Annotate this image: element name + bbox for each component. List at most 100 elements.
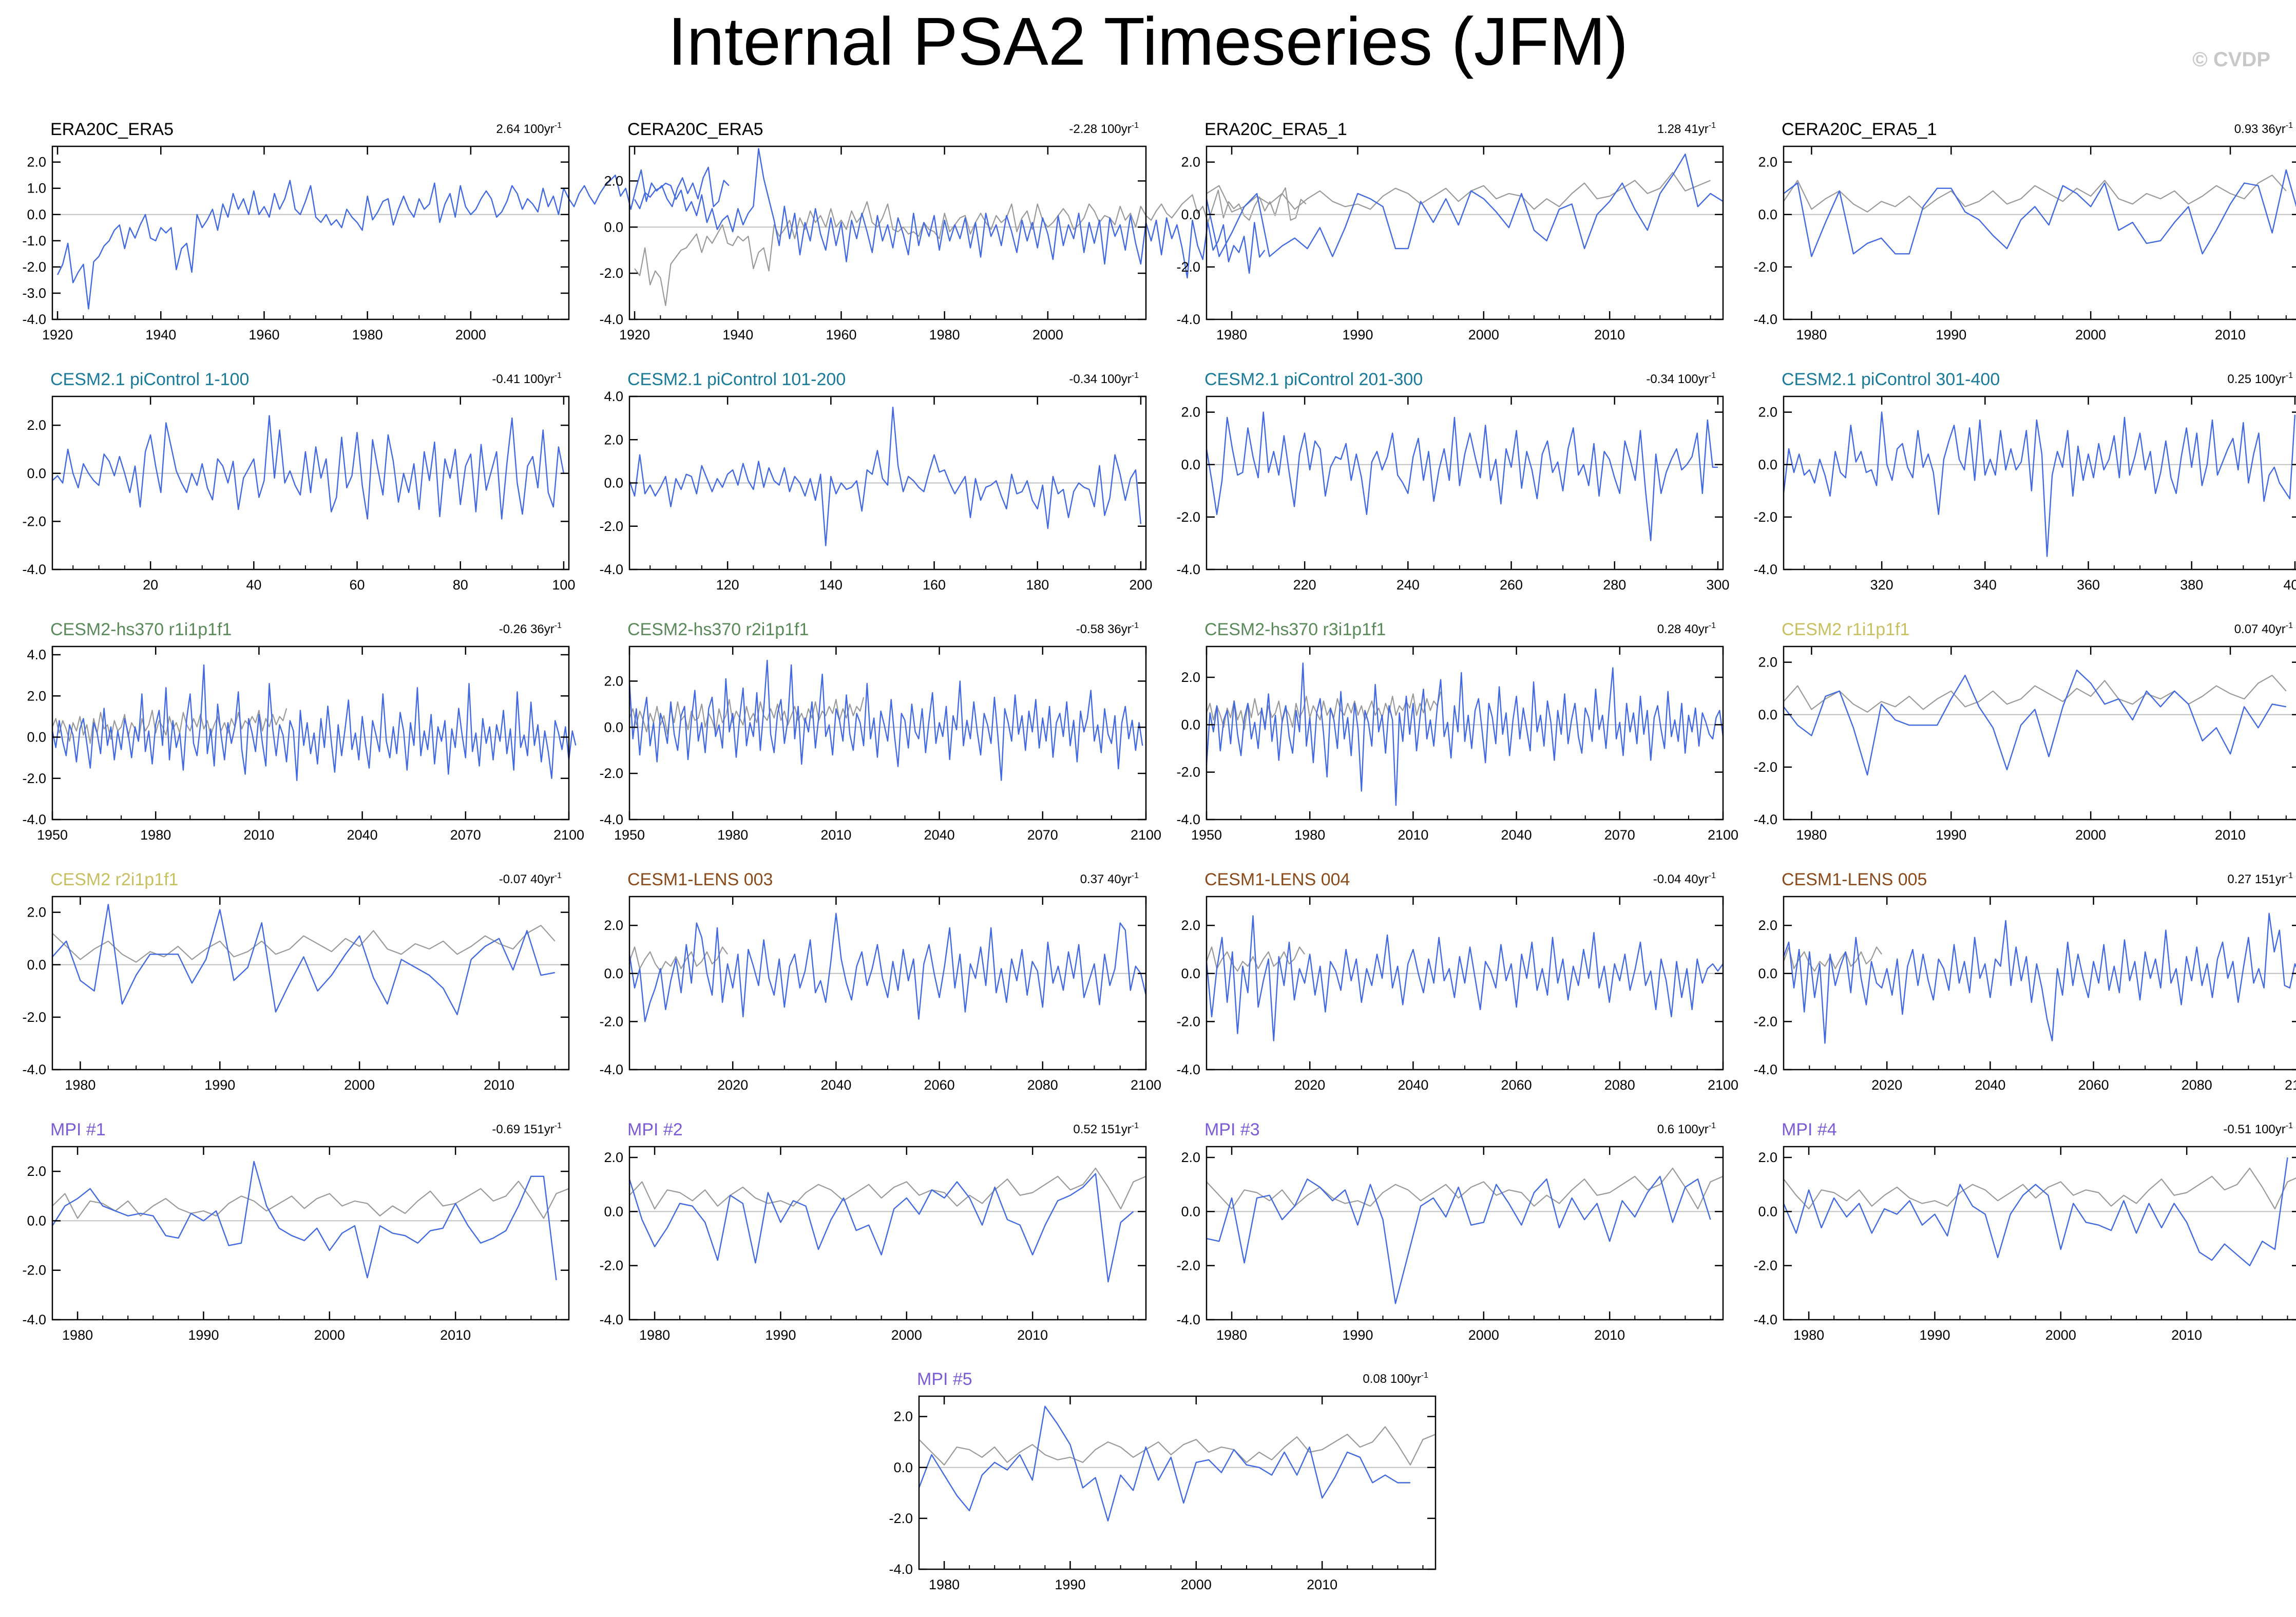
y-tick-label: -4.0 xyxy=(22,312,46,327)
plot-frame xyxy=(628,896,1147,1071)
x-tick-label: 2080 xyxy=(1027,1077,1058,1093)
y-tick-label: 2.0 xyxy=(1758,655,1777,670)
panel-title: CESM2.1 piControl 101-200 xyxy=(627,370,846,389)
model-series-line xyxy=(628,1173,1134,1283)
x-tick-label: 2040 xyxy=(820,1077,851,1093)
y-tick-label: 2.0 xyxy=(27,1164,46,1179)
panel-title: CESM2.1 piControl 201-300 xyxy=(1204,370,1423,389)
x-tick-label: 1980 xyxy=(62,1327,93,1343)
y-tick-label: -4.0 xyxy=(22,812,46,827)
y-tick-label: 0.0 xyxy=(1758,207,1777,222)
y-tick-label: 0.0 xyxy=(27,1213,46,1228)
panel-title: MPI #1 xyxy=(50,1120,106,1139)
panel-title: CESM1-LENS 003 xyxy=(627,870,773,889)
panel-title: MPI #2 xyxy=(627,1120,683,1139)
model-series-line xyxy=(52,415,565,520)
plot-frame xyxy=(1783,395,2296,570)
x-tick-label: 2100 xyxy=(1708,827,1738,843)
y-tick-label: 2.0 xyxy=(1181,1150,1200,1165)
y-tick-label: -2.0 xyxy=(599,766,623,781)
x-tick-label: 1980 xyxy=(929,327,960,343)
model-series-line xyxy=(1783,1157,2288,1266)
x-tick-label: 2000 xyxy=(891,1327,922,1343)
panel-title: ERA20C_ERA5_1 xyxy=(1204,120,1347,139)
y-tick-label: 0.0 xyxy=(27,207,46,222)
plot-frame xyxy=(51,645,570,821)
obs-series-line xyxy=(52,1181,569,1219)
y-tick-label: 0.0 xyxy=(1181,717,1200,732)
obs-series-line xyxy=(1206,1168,1724,1210)
panel-cesm2-1-picontrol-301-400: CESM2.1 piControl 301-400 0.25 100yr-1 -4.… xyxy=(1753,370,2296,593)
y-tick-label: 0.0 xyxy=(1758,966,1777,981)
panel-title: CESM2-hs370 r2i1p1f1 xyxy=(627,620,809,639)
plot-frame xyxy=(628,145,1147,320)
x-tick-label: 2040 xyxy=(1398,1077,1428,1093)
y-tick-label: -4.0 xyxy=(1753,1312,1777,1327)
y-tick-label: -2.0 xyxy=(1753,1014,1777,1029)
panel-trend: 0.07 40yr-1 xyxy=(2234,621,2293,636)
x-tick-label: 1940 xyxy=(145,327,176,343)
x-tick-label: 1990 xyxy=(1936,327,1966,343)
x-tick-label: 1960 xyxy=(826,327,856,343)
panel-cesm2-r2i1p1f1: CESM2 r2i1p1f1 -0.07 40yr-1 -4.0 -2.0 0.0 2.0… xyxy=(22,870,570,1093)
plot-frame xyxy=(628,1146,1147,1321)
panel-mpi-2: MPI #2 0.52 151yr-1 -4.0 -2.0 0.0 2.0 1980 1990… xyxy=(599,1120,1147,1343)
y-tick-label: 0.0 xyxy=(604,719,623,735)
y-tick-label: -4.0 xyxy=(22,1062,46,1077)
x-tick-label: 2020 xyxy=(1294,1077,1325,1093)
x-tick-label: 2010 xyxy=(2215,827,2246,843)
obs-series-line xyxy=(629,1168,1146,1210)
panel-trend: -0.51 100yr-1 xyxy=(2223,1121,2293,1136)
y-tick-label: 2.0 xyxy=(1758,155,1777,170)
panel-trend: -0.07 40yr-1 xyxy=(499,871,562,886)
panel-trend: 0.52 151yr-1 xyxy=(1073,1121,1139,1136)
x-tick-label: 1990 xyxy=(1055,1577,1085,1592)
panel-trend: -2.28 100yr-1 xyxy=(1069,121,1139,136)
y-tick-label: -2.0 xyxy=(1176,509,1200,525)
x-tick-label: 2100 xyxy=(1131,1077,1161,1093)
y-tick-label: 0.0 xyxy=(27,957,46,973)
x-tick-label: 2000 xyxy=(2075,827,2106,843)
y-tick-label: -4.0 xyxy=(599,1312,623,1327)
x-tick-label: 20 xyxy=(143,577,158,593)
panel-mpi-5: MPI #5 0.08 100yr-1 -4.0 -2.0 0.0 2.0 1980 1990… xyxy=(889,1369,1437,1592)
y-tick-label: 2.0 xyxy=(27,688,46,703)
panel-era20c-era5: ERA20C_ERA5 2.64 100yr-1 -4.0 -3.0 -2.0 -1.0 0… xyxy=(22,120,730,343)
model-series-line xyxy=(1206,411,1718,542)
y-tick-label: -4.0 xyxy=(1753,312,1777,327)
y-tick-label: -2.0 xyxy=(599,1258,623,1273)
model-series-line xyxy=(1783,669,2287,776)
panel-trend: 0.93 36yr-1 xyxy=(2234,121,2293,136)
panel-trend: -0.26 36yr-1 xyxy=(499,621,562,636)
panel-cera20c-era5-1: CERA20C_ERA5_1 0.93 36yr-1 -4.0 -2.0 0.0 2.0 1… xyxy=(1753,120,2296,343)
y-tick-label: -2.0 xyxy=(1176,259,1200,275)
x-tick-label: 2010 xyxy=(1594,327,1625,343)
y-tick-label: 0.0 xyxy=(1181,207,1200,222)
y-tick-label: -2.0 xyxy=(22,1010,46,1025)
cvdp-watermark: © CVDP xyxy=(2192,48,2270,71)
x-tick-label: 380 xyxy=(2180,577,2203,593)
x-tick-label: 2000 xyxy=(1468,327,1499,343)
panel-trend: -0.58 36yr-1 xyxy=(1076,621,1139,636)
y-tick-label: -2.0 xyxy=(1176,1014,1200,1029)
panel-cesm2-hs370-r3i1p1f1: CESM2-hs370 r3i1p1f1 0.28 40yr-1 -4.0 -2.0 0… xyxy=(1176,620,1738,843)
model-series-line xyxy=(634,148,1266,279)
panel-trend: 2.64 100yr-1 xyxy=(496,121,562,136)
panel-trend: 1.28 41yr-1 xyxy=(1657,121,1716,136)
x-tick-label: 120 xyxy=(716,577,739,593)
x-tick-label: 2010 xyxy=(1398,827,1428,843)
y-tick-label: 4.0 xyxy=(604,389,623,404)
plot-frame xyxy=(1206,395,1724,570)
y-tick-label: -4.0 xyxy=(599,1062,623,1077)
obs-series-line xyxy=(1783,675,2287,713)
y-tick-label: 0.0 xyxy=(893,1460,913,1475)
model-series-line xyxy=(628,912,1147,1022)
x-tick-label: 2010 xyxy=(1594,1327,1625,1343)
y-tick-label: -4.0 xyxy=(599,812,623,827)
x-tick-label: 2010 xyxy=(484,1077,514,1093)
x-tick-label: 2100 xyxy=(1131,827,1161,843)
y-tick-label: -4.0 xyxy=(1176,312,1200,327)
panel-trend: -0.34 100yr-1 xyxy=(1646,371,1716,386)
x-tick-label: 320 xyxy=(1870,577,1893,593)
